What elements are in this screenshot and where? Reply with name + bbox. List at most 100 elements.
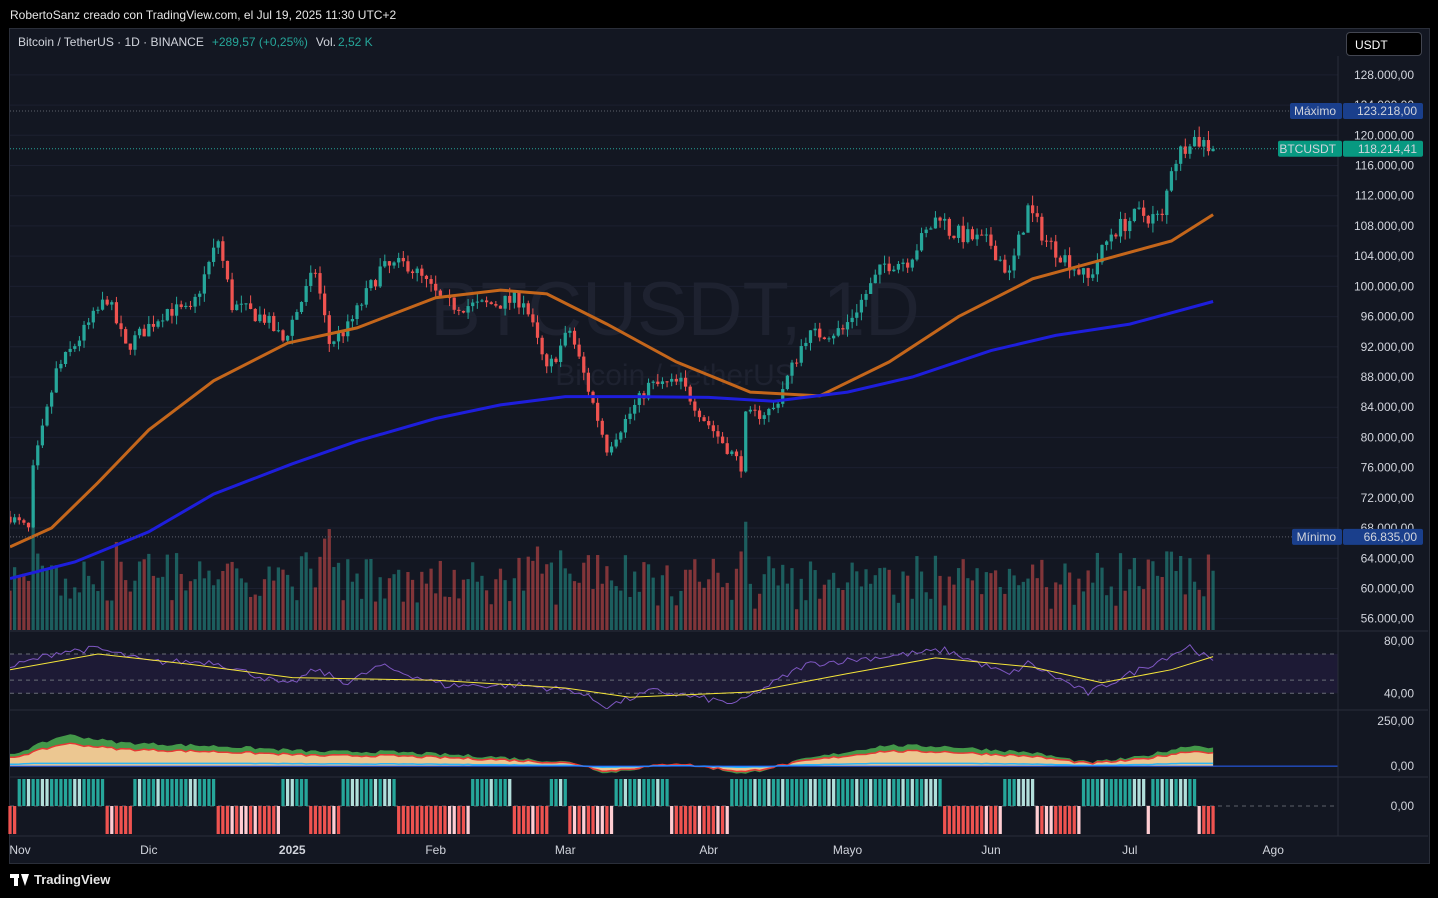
volume-bar (744, 521, 748, 630)
volume-bar (725, 582, 729, 630)
trend-bar-up (906, 779, 910, 806)
time-tick-label: Nov (9, 843, 30, 857)
volume-bar (841, 590, 845, 630)
candle-body (1077, 269, 1081, 275)
trend-bar-up (508, 779, 512, 806)
tradingview-logo-icon (10, 873, 30, 886)
trend-bar-down (276, 806, 280, 834)
high-value-badge-bg (1343, 102, 1423, 119)
volume-bar (198, 561, 202, 630)
volume-bar (221, 571, 225, 630)
trend-bar-up (859, 779, 864, 806)
volume-bar (299, 556, 304, 630)
volume-bar (827, 579, 831, 630)
candle-body (1035, 213, 1039, 217)
volume-bar (614, 586, 618, 630)
price-tick-label: 76.000,00 (1361, 461, 1415, 475)
candle-body (304, 285, 308, 303)
volume-bar (295, 600, 299, 630)
trend-bar-up (494, 779, 498, 806)
chart-panel[interactable] (9, 28, 1430, 864)
trend-bar-down (679, 806, 683, 834)
trend-bar-up (498, 779, 503, 806)
volume-bar (670, 596, 674, 630)
trend-bar-down (13, 806, 17, 834)
price-tick-label: 120.000,00 (1354, 128, 1414, 142)
volume-bar (184, 590, 188, 630)
trend-bar-down (993, 806, 998, 834)
trend-bar-up (646, 779, 651, 806)
candle-body (577, 344, 581, 357)
volume-bar (429, 568, 433, 630)
candle-body (373, 280, 378, 287)
trend-bar-up (896, 779, 901, 806)
candle-body (660, 381, 665, 385)
trend-bar-down (429, 806, 433, 834)
moving-average-slow (10, 300, 1214, 581)
volume-bar (341, 600, 345, 630)
trend-bar-up (919, 779, 924, 806)
trend-bar-up (179, 779, 183, 806)
candle-body (855, 312, 859, 318)
trend-bar-up (910, 779, 914, 806)
volume-bar (850, 562, 854, 630)
volume-bar (961, 559, 965, 630)
volume-bar (512, 578, 516, 630)
candle-body (1021, 232, 1025, 235)
volume-bar (235, 568, 239, 630)
trend-bar-down (716, 806, 720, 834)
volume-bar (956, 568, 961, 630)
volume-bar (591, 589, 595, 630)
trend-bar-down (1044, 806, 1049, 834)
volume-bar (161, 576, 165, 630)
volume-bar (253, 594, 257, 630)
trend-bar-up (744, 779, 748, 806)
high-label-badge-bg (1290, 102, 1342, 119)
candle-body (1174, 163, 1178, 172)
trend-bar-down (683, 806, 688, 834)
trend-bar-up (633, 779, 637, 806)
volume-bar (1197, 589, 1201, 630)
trend-bar-up (193, 779, 197, 806)
trend-bar-down (1211, 806, 1215, 834)
candle-body (313, 272, 318, 274)
candle-body (683, 377, 688, 387)
trend-bar-down (596, 806, 600, 834)
trend-bar-up (383, 779, 387, 806)
candle-body (239, 303, 243, 305)
trend-bar-down (1068, 806, 1072, 834)
volume-bar (720, 587, 725, 630)
candle-body (813, 328, 817, 331)
trend-bar-up (73, 779, 77, 806)
volume-bar (105, 600, 109, 630)
candle-body (989, 234, 993, 246)
volume-bar (855, 571, 859, 630)
volume-bar (45, 569, 49, 630)
volume-bar (984, 572, 988, 630)
volume-bar (1105, 595, 1109, 630)
volume-bar (781, 564, 785, 630)
candle-body (605, 434, 609, 453)
volume-bar (716, 572, 720, 630)
volume-bar (697, 581, 702, 630)
volume-bar (711, 558, 715, 630)
candle-body (452, 297, 456, 310)
price-tick-label: 96.000,00 (1361, 310, 1415, 324)
trend-bar-up (1142, 779, 1146, 806)
volume-bar (952, 584, 956, 630)
volume-bar (258, 595, 262, 630)
trend-bar-down (956, 806, 961, 834)
volume-bar (378, 577, 382, 630)
candle-body (924, 229, 928, 234)
trend-bar-down (1035, 806, 1039, 834)
volume-bar (776, 585, 780, 630)
trend-bar-up (40, 779, 45, 806)
volume-bar (1174, 570, 1178, 630)
candle-body (1128, 221, 1132, 232)
candle-body (202, 274, 206, 294)
trend-bar-up (559, 779, 563, 806)
candle-body (887, 263, 891, 272)
currency-button[interactable]: USDT (1346, 32, 1422, 56)
time-tick-label: Mar (555, 843, 576, 857)
